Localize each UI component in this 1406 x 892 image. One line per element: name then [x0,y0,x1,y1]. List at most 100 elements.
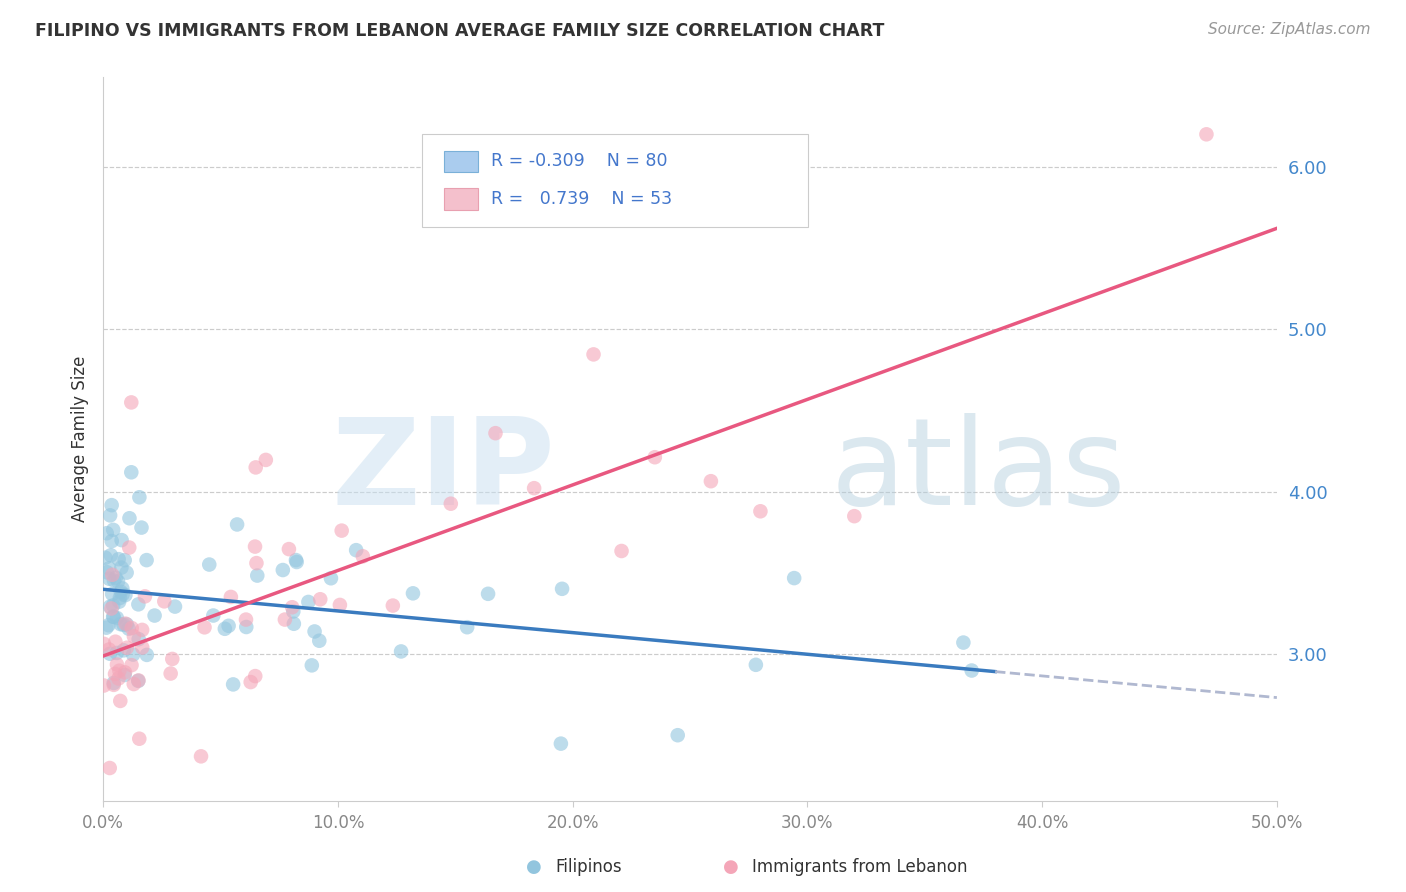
Point [319,571,342,585]
Point [121,621,143,635]
Point [440,497,463,511]
Point [329,598,352,612]
Point [128,632,150,647]
Point [110,617,132,632]
Point [98,647,121,661]
Point [226,517,249,532]
Point [344,543,367,558]
Point [110,560,132,574]
Point [285,555,308,569]
Point [952,635,974,649]
Text: atlas: atlas [831,413,1126,530]
Point [235,620,257,634]
Point [304,624,326,639]
Text: Filipinos: Filipinos [555,858,621,876]
Point [104,666,127,681]
Point [202,608,225,623]
Point [100,534,122,549]
Point [131,520,153,534]
Point [103,523,125,537]
Point [93,679,115,693]
Point [115,566,138,580]
Point [101,587,124,601]
Point [456,620,478,634]
Point [120,395,142,409]
Point [115,640,138,655]
Point [128,673,150,688]
Point [107,574,129,589]
Point [749,504,772,518]
Point [107,672,129,686]
Point [239,675,262,690]
Point [162,652,184,666]
Point [98,642,121,657]
Point [245,460,267,475]
Text: R = -0.309    N = 80: R = -0.309 N = 80 [491,153,668,170]
Point [218,619,240,633]
Point [98,599,121,614]
Point [108,664,131,678]
Point [551,582,574,596]
Point [550,737,572,751]
Point [128,490,150,504]
Point [666,728,689,742]
Point [110,533,132,547]
Point [297,595,319,609]
Text: FILIPINO VS IMMIGRANTS FROM LEBANON AVERAGE FAMILY SIZE CORRELATION CHART: FILIPINO VS IMMIGRANTS FROM LEBANON AVER… [35,22,884,40]
Point [283,605,305,619]
Point [104,634,127,648]
Point [135,553,157,567]
Point [101,567,124,582]
Text: R =   0.739    N = 53: R = 0.739 N = 53 [491,190,672,208]
Point [103,678,125,692]
Point [111,582,134,596]
Point [105,611,128,625]
Point [271,563,294,577]
Point [114,616,136,631]
Point [100,498,122,512]
Point [93,637,115,651]
Point [153,594,176,608]
Point [131,623,153,637]
Point [198,558,221,572]
Point [783,571,806,585]
Point [112,617,135,632]
Point [844,509,866,524]
Point [105,646,128,660]
Point [281,600,304,615]
Point [96,526,118,541]
Point [284,553,307,567]
Point [222,677,245,691]
Point [103,676,125,690]
Point [122,677,145,691]
Point [96,566,118,580]
Point [214,622,236,636]
Point [330,524,353,538]
Point [100,601,122,615]
Point [114,665,136,680]
Point [127,598,149,612]
Point [193,620,215,634]
Text: Source: ZipAtlas.com: Source: ZipAtlas.com [1208,22,1371,37]
Point [1195,128,1218,142]
Point [110,584,132,599]
Point [101,599,124,613]
Point [484,426,506,441]
Point [103,574,125,588]
Point [101,609,124,624]
Point [120,465,142,479]
Point [745,657,768,672]
Point [960,664,983,678]
Point [98,508,121,523]
Point [309,592,332,607]
Point [110,694,132,708]
Point [134,590,156,604]
Point [98,761,121,775]
Text: ZIP: ZIP [332,413,555,530]
Point [352,549,374,564]
Point [402,586,425,600]
Point [277,542,299,557]
Point [274,613,297,627]
Point [245,556,267,570]
Point [121,658,143,673]
